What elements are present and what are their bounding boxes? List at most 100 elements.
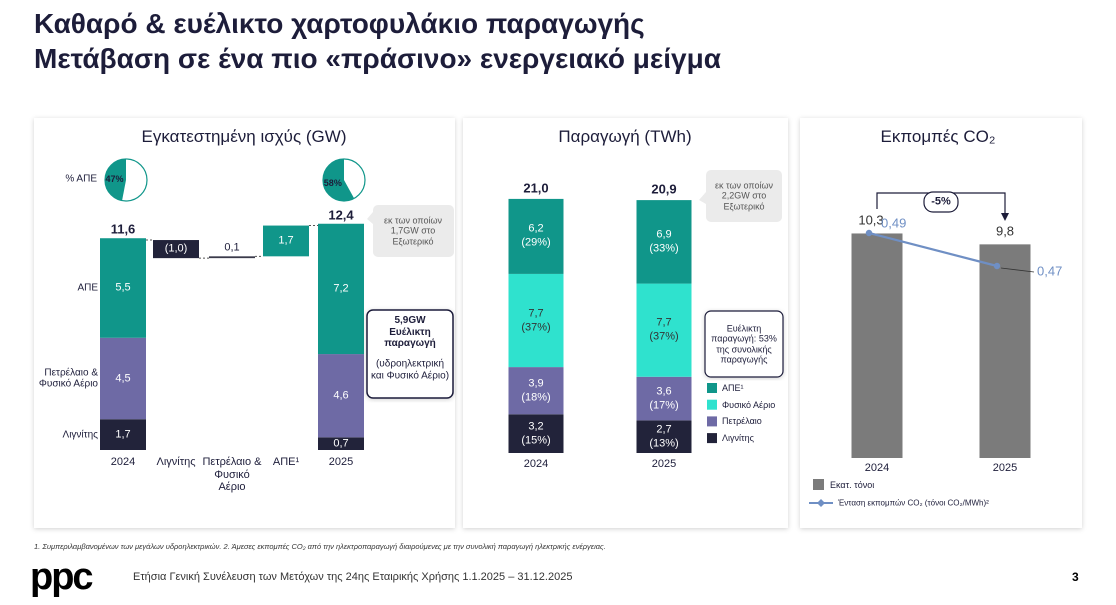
- x-tick-label: 2025: [992, 462, 1018, 474]
- value-label: 3,6: [656, 385, 672, 398]
- pie-value-label: 58%: [323, 177, 342, 188]
- legend-swatch: [813, 479, 824, 490]
- panel: [800, 118, 1082, 528]
- share-label: (37%): [521, 321, 551, 334]
- page-number: 3: [1072, 570, 1079, 584]
- callout-pointer: [367, 212, 373, 224]
- pie-value-label: 47%: [105, 173, 124, 184]
- value-label: 7,7: [656, 316, 672, 329]
- value-label: 7,2: [333, 282, 349, 295]
- bar-segment: [508, 367, 564, 415]
- annotation: 5,9GW Ευέλικτη παραγωγή: [384, 314, 436, 349]
- callout: [706, 170, 782, 222]
- pie-slice: [322, 159, 355, 202]
- bar: [851, 233, 903, 458]
- annotation: -5%: [931, 195, 951, 208]
- x-tick-label: Πετρέλαιο & Φυσικό Αέριο: [202, 456, 262, 494]
- pie-label: % ΑΠΕ: [65, 173, 97, 185]
- total-label: 11,6: [110, 221, 136, 237]
- value-label: 1,7: [115, 428, 131, 441]
- leader-line: [1000, 267, 1035, 273]
- annotation-box: [923, 191, 959, 213]
- annotation: Ευέλικτη παραγωγή: 53% της συνολικής παρ…: [711, 323, 777, 365]
- legend-label: Πετρέλαιο: [722, 416, 762, 427]
- legend-swatch: [707, 433, 717, 444]
- legend-swatch: [707, 399, 717, 410]
- line-value-label: 0,49: [881, 215, 907, 231]
- bar-segment: [100, 337, 146, 420]
- row-label: ΑΠΕ: [77, 282, 98, 294]
- x-tick-label: ΑΠΕ¹: [272, 456, 300, 468]
- legend-label: Φυσικό Αέριο: [722, 399, 776, 410]
- x-tick-label: 2024: [523, 458, 549, 470]
- value-label: 0,1: [224, 242, 240, 255]
- value-label: 2,7: [656, 423, 672, 436]
- legend-label: Εκατ. τόνοι: [830, 479, 875, 490]
- legend-swatch: [707, 383, 717, 393]
- page-subtitle: Μετάβαση σε ένα πιο «πράσινο» ενεργειακό…: [34, 43, 721, 74]
- row-label: Πετρέλαιο & Φυσικό Αέριο: [38, 367, 98, 390]
- footer-text: Ετήσια Γενική Συνέλευση των Μετόχων της …: [133, 571, 573, 583]
- line: [868, 231, 998, 268]
- total-label: 20,9: [651, 181, 677, 197]
- share-label: (18%): [521, 391, 551, 404]
- value-label: 6,9: [656, 228, 672, 241]
- legend-marker: [817, 499, 825, 507]
- value-label: 3,9: [528, 377, 544, 390]
- share-label: (29%): [521, 237, 551, 250]
- chart-title: Εγκατεστημένη ισχύς (GW): [141, 127, 347, 147]
- page-title: Καθαρό & ευέλικτο χαρτοφυλάκιο παραγωγής: [34, 8, 645, 39]
- line-marker: [993, 262, 1001, 270]
- bar-segment: [318, 354, 364, 438]
- change-bar: [153, 240, 199, 259]
- x-tick-label: 2024: [110, 456, 136, 468]
- value-label: 4,6: [333, 389, 349, 402]
- callout: [373, 205, 454, 257]
- bar-segment: [318, 437, 364, 450]
- value-label: 9,8: [995, 223, 1015, 239]
- bar-segment: [508, 414, 564, 453]
- legend-label: ΑΠΕ¹: [722, 382, 744, 393]
- bar-segment: [508, 273, 564, 368]
- callout: [366, 309, 454, 399]
- bar-segment: [100, 419, 146, 450]
- annotation: εκ των οποίων 2,2GW στο Εξωτερικό: [715, 180, 773, 212]
- value-label: 3,2: [528, 420, 544, 433]
- x-tick-label: 2024: [864, 462, 890, 474]
- share-label: (37%): [649, 330, 679, 343]
- value-label: 5,5: [115, 281, 131, 294]
- bar-segment: [636, 283, 692, 377]
- chart-title: Εκπομπές CO₂: [880, 127, 996, 147]
- annotation: εκ των οποίων 1,7GW στο Εξωτερικό: [384, 215, 442, 247]
- bar: [979, 244, 1031, 458]
- pie-slice: [104, 159, 126, 201]
- bar-segment: [636, 200, 692, 284]
- share-label: (15%): [521, 434, 551, 447]
- bracket-arrow: [1001, 213, 1009, 221]
- x-tick-label: 2025: [651, 458, 677, 470]
- footnote: 1. Συμπεριλαμβανομένων των μεγάλων υδροη…: [34, 542, 606, 551]
- share-label: (33%): [649, 242, 679, 255]
- x-tick-label: 2025: [328, 456, 354, 468]
- change-bar: [209, 256, 255, 259]
- value-label: 10,3: [858, 212, 884, 228]
- value-label: (1,0): [164, 242, 188, 255]
- value-label: 0,7: [333, 437, 349, 450]
- callout: [704, 310, 784, 378]
- total-label: 21,0: [523, 180, 549, 196]
- share-label: (17%): [649, 399, 679, 412]
- legend-label: Ένταση εκπομπών CO₂ (τόνοι CO₂/MWh)²: [838, 498, 989, 508]
- chart-title: Παραγωγή (TWh): [558, 127, 692, 147]
- logo: ppc: [30, 556, 94, 598]
- x-tick-label: Λιγνίτης: [156, 456, 196, 468]
- bar-segment: [636, 420, 692, 453]
- bar-segment: [100, 238, 146, 338]
- total-label: 12,4: [328, 207, 354, 223]
- annotation: (υδροηλεκτρική και Φυσικό Αέριο): [370, 358, 450, 382]
- legend-label: Λιγνίτης: [722, 432, 754, 443]
- value-label: 7,7: [528, 307, 544, 320]
- bar-segment: [508, 198, 564, 274]
- bar-segment: [318, 223, 364, 355]
